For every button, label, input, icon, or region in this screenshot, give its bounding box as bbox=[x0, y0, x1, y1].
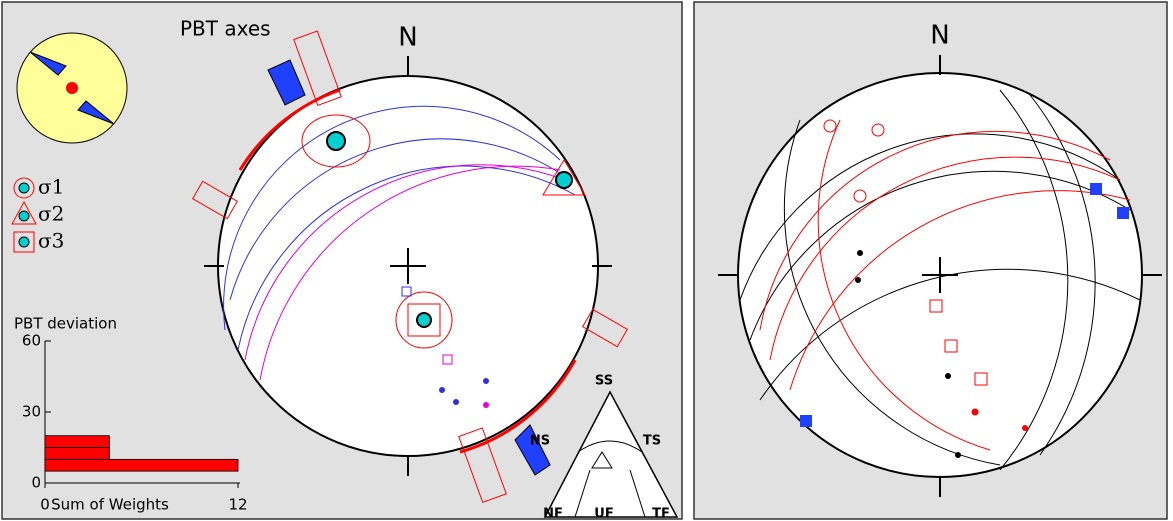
ternary-label: UF bbox=[594, 507, 613, 521]
y-tick-label: 0 bbox=[31, 474, 41, 492]
ternary-diagram: SS NS TS NF UF TF bbox=[530, 374, 679, 521]
ternary-label: TS bbox=[643, 434, 661, 449]
y-tick-label: 60 bbox=[22, 332, 41, 350]
legend-label: σ1 bbox=[38, 175, 64, 199]
legend-label: σ3 bbox=[38, 229, 64, 253]
north-label: N bbox=[398, 23, 417, 53]
ternary-label: NS bbox=[530, 434, 550, 449]
left-stereonet bbox=[191, 30, 629, 503]
right-stereonet bbox=[718, 55, 1162, 497]
title: PBT axes bbox=[180, 17, 271, 41]
ternary-label: TF bbox=[652, 507, 670, 521]
y-tick-label: 30 bbox=[22, 403, 41, 421]
legend: σ1 σ2 σ3 bbox=[11, 32, 128, 253]
x-tick-label: 0 bbox=[40, 496, 50, 514]
north-label: N bbox=[930, 21, 949, 51]
ternary-label: SS bbox=[595, 374, 613, 389]
x-axis-label: Sum of Weights bbox=[51, 496, 169, 514]
x-tick-label: 12 bbox=[228, 496, 247, 514]
legend-label: σ2 bbox=[38, 202, 64, 226]
bar bbox=[44, 447, 110, 460]
bar bbox=[44, 435, 110, 448]
ternary-label: NF bbox=[543, 507, 563, 521]
histogram-title: PBT deviation bbox=[14, 315, 117, 333]
bar bbox=[44, 458, 239, 472]
